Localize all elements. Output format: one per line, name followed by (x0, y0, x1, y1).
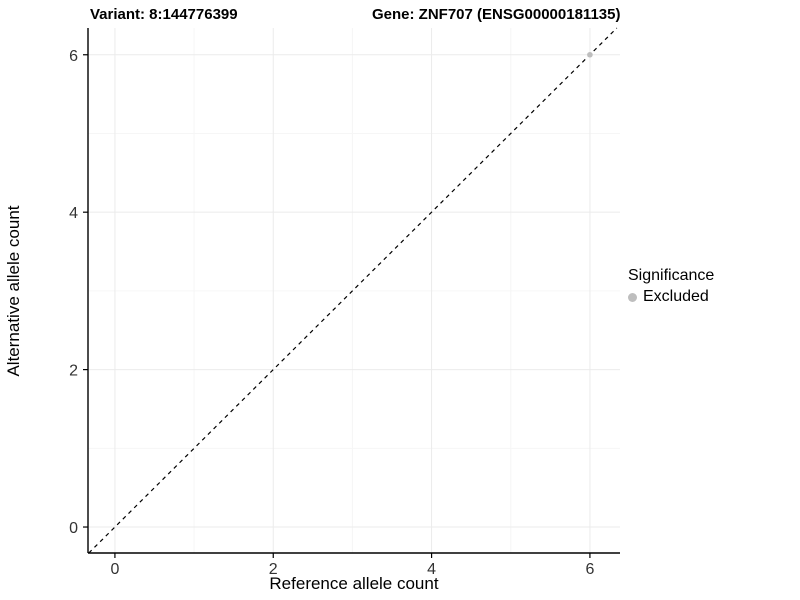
x-tick-label: 2 (269, 561, 278, 578)
y-tick-label: 4 (69, 205, 78, 222)
variant-title: Variant: 8:144776399 (90, 6, 238, 23)
y-axis-title: Alternative allele count (4, 205, 23, 377)
y-tick-label: 2 (69, 363, 78, 380)
legend-title: Significance (628, 267, 715, 284)
x-tick-label: 0 (110, 561, 119, 578)
x-tick-label: 4 (427, 561, 436, 578)
legend: Significance Excluded (628, 267, 714, 306)
x-axis-title: Reference allele count (269, 574, 439, 593)
y-tick-label: 6 (69, 48, 78, 65)
data-point (587, 51, 593, 58)
gene-title: Gene: ZNF707 (ENSG00000181135) (372, 6, 621, 23)
legend-item-excluded: Excluded (628, 288, 714, 306)
legend-item-label: Excluded (643, 288, 709, 305)
y-tick-label: 0 (69, 520, 78, 537)
excluded-point-icon (628, 292, 637, 302)
x-tick-label: 6 (585, 561, 594, 578)
